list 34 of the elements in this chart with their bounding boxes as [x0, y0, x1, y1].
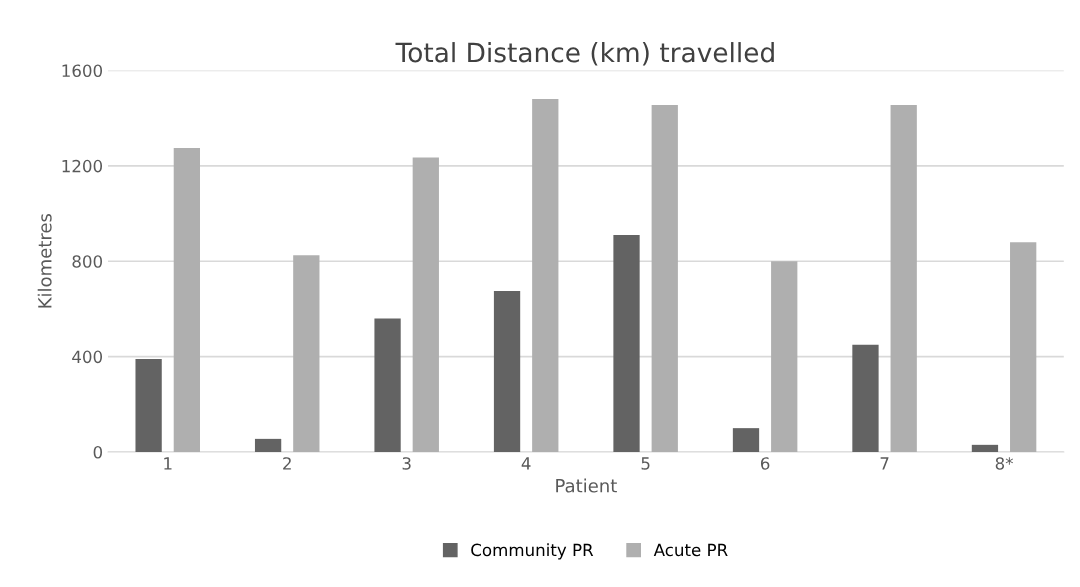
- bar: [173, 147, 200, 452]
- bar: [771, 261, 798, 452]
- bar: [254, 438, 282, 452]
- bar: [852, 344, 879, 452]
- y-tick-label: 1600: [62, 64, 103, 78]
- x-tick-label: 2: [283, 457, 291, 470]
- legend-label: Acute PR: [653, 543, 728, 557]
- y-tick-label: 0: [93, 445, 103, 459]
- bar: [493, 291, 521, 452]
- chart-title: Total Distance (km) travelled: [395, 42, 774, 66]
- x-tick-label: 8*: [995, 457, 1014, 470]
- y-tick-label: 800: [72, 255, 103, 268]
- bar: [374, 318, 401, 452]
- bar: [613, 234, 640, 452]
- bar: [732, 428, 760, 452]
- x-tick-label: 4: [521, 457, 531, 470]
- y-axis-title: Kilometres: [37, 213, 52, 308]
- x-tick-label: 7: [880, 457, 889, 470]
- bar: [1010, 242, 1037, 452]
- bar: [293, 255, 320, 452]
- bar: [412, 157, 439, 452]
- bar: [532, 99, 559, 452]
- x-axis-title: Patient: [556, 478, 617, 493]
- bar: [971, 444, 999, 452]
- x-tick-label: 6: [760, 457, 770, 470]
- x-tick-label: 1: [164, 457, 172, 470]
- y-tick-label: 400: [72, 350, 103, 364]
- legend-label: Community PR: [471, 543, 594, 560]
- y-tick-label: 1200: [62, 159, 103, 173]
- bar: [890, 105, 917, 452]
- x-tick-label: 5: [641, 457, 650, 470]
- bar: [651, 105, 678, 452]
- bar: [135, 358, 162, 452]
- x-tick-label: 3: [402, 457, 411, 470]
